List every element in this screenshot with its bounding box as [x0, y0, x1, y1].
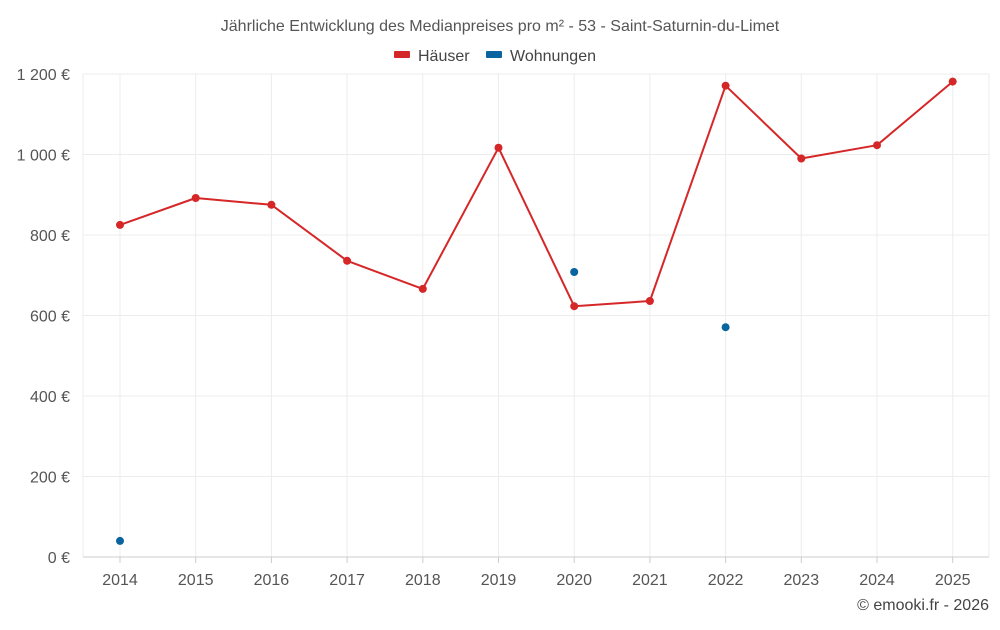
y-tick-label: 600 € — [30, 309, 70, 326]
legend-swatch-wohnungen — [486, 51, 502, 58]
x-tick-label: 2022 — [708, 572, 744, 589]
grid — [82, 73, 990, 557]
credit[interactable]: © emooki.fr - 2026 — [857, 597, 989, 614]
legend-label-wohnungen: Wohnungen — [510, 48, 596, 65]
legend: Häuser Wohnungen — [394, 48, 596, 65]
series — [116, 77, 957, 545]
legend-item-haeuser[interactable]: Häuser — [394, 48, 470, 65]
series-line-haeuser — [119, 80, 954, 308]
y-tick-label: 800 € — [30, 228, 70, 245]
x-tick-label: 2016 — [254, 572, 290, 589]
legend-item-wohnungen[interactable]: Wohnungen — [486, 48, 596, 65]
data-point-haeuser-2025[interactable] — [948, 77, 957, 86]
series-wohnungen — [116, 268, 730, 545]
x-tick-label: 2019 — [481, 572, 517, 589]
x-tick-label: 2014 — [102, 572, 138, 589]
x-tick-label: 2018 — [405, 572, 441, 589]
y-tick-label: 0 € — [48, 550, 70, 567]
data-point-haeuser-2015[interactable] — [191, 194, 200, 202]
series-haeuser — [116, 77, 957, 311]
y-tick-label: 1 000 € — [17, 148, 70, 165]
data-point-haeuser-2023[interactable] — [797, 154, 806, 163]
x-tick-label: 2025 — [935, 572, 971, 589]
x-tick-label: 2020 — [556, 572, 592, 589]
x-tick-label: 2017 — [329, 572, 365, 589]
data-point-wohnungen-2014[interactable] — [116, 536, 124, 545]
data-point-haeuser-2018[interactable] — [418, 284, 427, 293]
y-tick-label: 200 € — [30, 470, 70, 487]
y-tick-label: 400 € — [30, 389, 70, 406]
axes: 0 € 200 € 400 € 600 € 800 € 1 000 € 1 200 € 201… — [17, 67, 989, 589]
data-point-haeuser-2017[interactable] — [343, 256, 352, 265]
data-point-wohnungen-2022[interactable] — [721, 323, 730, 332]
data-point-haeuser-2016[interactable] — [267, 200, 276, 209]
data-point-haeuser-2014[interactable] — [116, 220, 124, 229]
data-point-haeuser-2022[interactable] — [721, 81, 730, 90]
x-tick-label: 2021 — [632, 572, 668, 589]
data-point-haeuser-2020[interactable] — [570, 302, 579, 311]
x-tick-label: 2024 — [859, 572, 895, 589]
legend-label-haeuser: Häuser — [418, 48, 470, 65]
data-point-haeuser-2019[interactable] — [494, 143, 503, 152]
x-tick-label: 2015 — [178, 572, 214, 589]
legend-swatch-haeuser — [394, 51, 410, 58]
y-tick-label: 1 200 € — [17, 67, 70, 84]
data-point-haeuser-2021[interactable] — [645, 297, 654, 305]
chart-title: Jährliche Entwicklung des Medianpreises … — [221, 18, 780, 35]
data-point-wohnungen-2020[interactable] — [570, 268, 579, 276]
data-point-haeuser-2024[interactable] — [873, 141, 881, 150]
x-tick-label: 2023 — [784, 572, 820, 589]
